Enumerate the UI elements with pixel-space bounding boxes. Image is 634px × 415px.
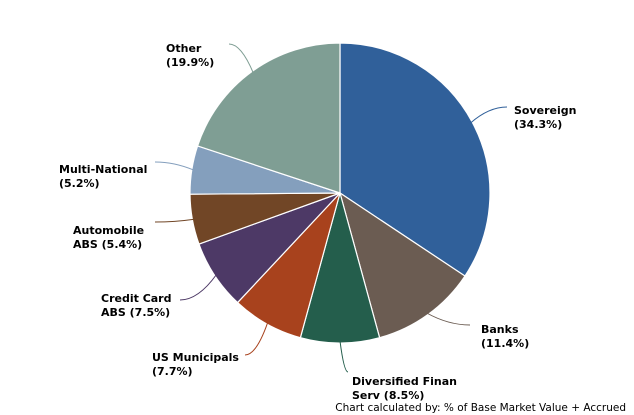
slice-label-1: Sovereign (34.3%) [514,104,576,131]
slice-label-6: Automobile ABS (5.4%) [73,224,144,251]
slice-label-7: Multi-National (5.2%) [59,163,147,190]
leader-line-3 [339,340,349,373]
leader-line-6 [154,218,195,223]
slice-label-line: ABS (7.5%) [101,306,170,319]
slice-label-line: (11.4%) [481,337,529,350]
slice-label-line: Sovereign [514,104,576,117]
slice-label-line: Automobile [73,224,144,237]
slice-label-line: ABS (5.4%) [73,238,142,251]
chart-footnote: Chart calculated by: % of Base Market Va… [335,402,626,414]
slice-label-5: Credit Card ABS (7.5%) [101,292,172,319]
labels-layer: Sovereign (34.3%) Banks (11.4%) Diversified … [59,42,576,402]
leader-line-1 [470,106,508,124]
leader-line-8 [228,43,254,74]
slices-layer [189,42,491,344]
slice-label-line: (34.3%) [514,118,562,131]
leader-lines-layer [154,43,508,373]
slice-label-3: Diversified Finan Serv (8.5%) [352,375,457,402]
slice-label-line: Banks [481,323,519,336]
slice-label-2: Banks (11.4%) [481,323,529,350]
slice-label-line: Credit Card [101,292,172,305]
slice-label-4: US Municipals (7.7%) [152,351,239,378]
leader-line-5 [179,274,217,301]
slice-label-line: (7.7%) [152,365,193,378]
leader-line-2 [426,312,471,326]
leader-line-7 [154,161,194,171]
slice-label-8: Other (19.9%) [166,42,214,69]
slice-label-line: (5.2%) [59,177,100,190]
slice-label-line: US Municipals [152,351,239,364]
leader-line-4 [244,322,269,356]
slice-label-line: Other [166,42,202,55]
slice-label-line: (19.9%) [166,56,214,69]
slice-label-line: Diversified Finan [352,375,457,388]
slice-label-line: Serv (8.5%) [352,389,424,402]
pie-slice-2 [338,191,466,339]
slice-label-line: Multi-National [59,163,147,176]
